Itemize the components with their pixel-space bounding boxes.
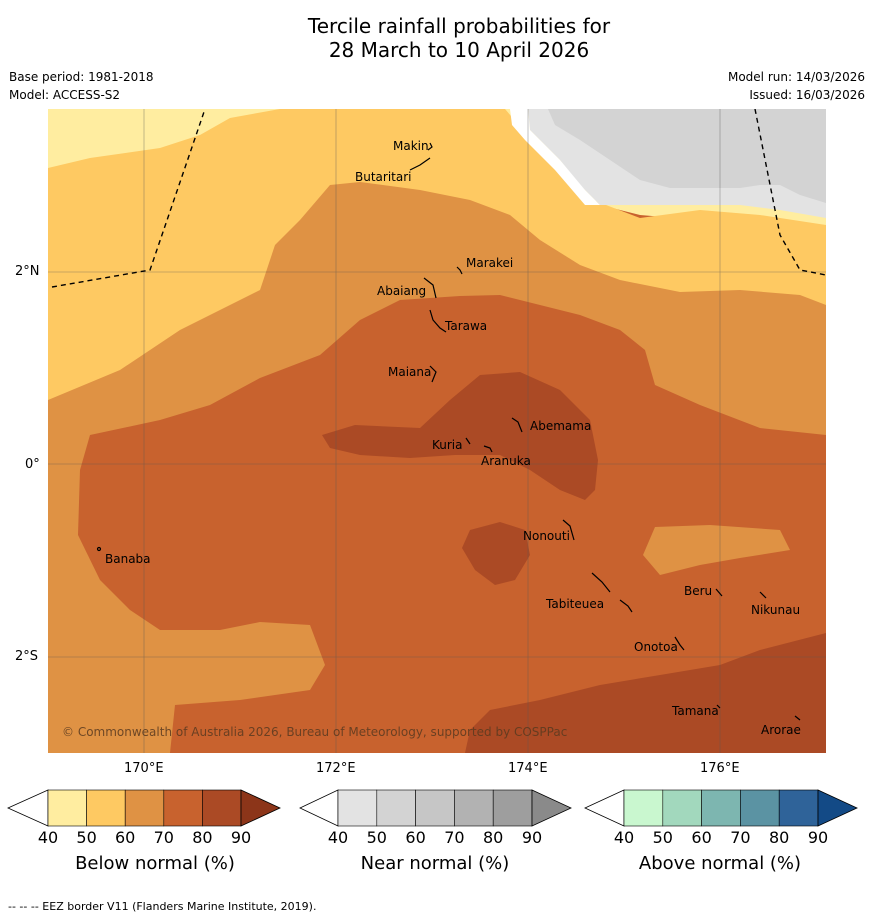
colorbar-tick-label: 80: [481, 828, 505, 847]
colorbar-tick-label: 90: [229, 828, 253, 847]
place-label: Beru: [684, 584, 712, 598]
colorbar-tick-label: 90: [520, 828, 544, 847]
colorbar-segment: [740, 790, 779, 826]
colorbar-segment: [125, 790, 164, 826]
legend-label-above: Above normal (%): [605, 853, 835, 874]
legend-label-near: Near normal (%): [320, 853, 550, 874]
colorbar-segment: [377, 790, 416, 826]
place-label: Abaiang: [377, 284, 426, 298]
colorbar-tick-label: 50: [365, 828, 389, 847]
colorbar-extend-low: [8, 790, 48, 826]
place-label: Nonouti: [523, 529, 570, 543]
colorbar-tick-label: 60: [113, 828, 137, 847]
place-label: Maiana: [388, 365, 431, 379]
colorbar-tick-label: 70: [442, 828, 466, 847]
place-label: Kuria: [432, 438, 463, 452]
colorbar-extend-high: [241, 790, 280, 826]
place-label: Nikunau: [751, 603, 800, 617]
place-label: Abemama: [530, 419, 591, 433]
colorbar-segment: [779, 790, 818, 826]
lat-label-2s: 2°S: [15, 649, 38, 664]
lon-label-174e: 174°E: [508, 761, 548, 776]
lon-label-170e: 170°E: [124, 761, 164, 776]
place-label: Butaritari: [355, 170, 412, 184]
colorbar-extend-low: [300, 790, 338, 826]
legend-label-below: Below normal (%): [40, 853, 270, 874]
lon-label-176e: 176°E: [700, 761, 740, 776]
colorbar-segment: [624, 790, 663, 826]
forecast-map: [0, 0, 873, 919]
colorbar-segment: [164, 790, 203, 826]
colorbar-extend-high: [532, 790, 571, 826]
colorbar-segment: [202, 790, 241, 826]
colorbar-segment: [48, 790, 87, 826]
colorbar-tick-label: 80: [767, 828, 791, 847]
place-label: Marakei: [466, 256, 513, 270]
colorbar-segment: [493, 790, 532, 826]
place-label: Tarawa: [445, 319, 487, 333]
colorbar-tick-label: 90: [806, 828, 830, 847]
lat-label-0: 0°: [25, 457, 40, 472]
colorbar-tick-label: 70: [728, 828, 752, 847]
place-label: Aranuka: [481, 454, 531, 468]
colorbar-tick-label: 60: [404, 828, 428, 847]
place-label: Banaba: [105, 552, 151, 566]
place-label: Arorae: [761, 723, 801, 737]
colorbar-segment: [663, 790, 702, 826]
copyright-notice: © Commonwealth of Australia 2026, Bureau…: [62, 725, 567, 739]
colorbar-segment: [87, 790, 126, 826]
colorbar-tick-label: 50: [75, 828, 99, 847]
colorbar-tick-label: 50: [651, 828, 675, 847]
colorbar-tick-label: 80: [190, 828, 214, 847]
place-label: Tamana: [672, 704, 719, 718]
colorbar-extend-high: [818, 790, 857, 826]
colorbar-tick-label: 40: [36, 828, 60, 847]
colorbar-tick-label: 40: [612, 828, 636, 847]
colorbar-segment: [338, 790, 377, 826]
place-label: Tabiteuea: [546, 597, 604, 611]
colorbar-tick-label: 40: [326, 828, 350, 847]
colorbar-tick-label: 60: [690, 828, 714, 847]
colorbar-segment: [702, 790, 741, 826]
colorbar-segment: [416, 790, 455, 826]
lat-label-2n: 2°N: [15, 264, 40, 279]
lon-label-172e: 172°E: [316, 761, 356, 776]
place-label: Makin: [393, 139, 429, 153]
colorbar-extend-low: [585, 790, 624, 826]
eez-footnote: -- -- -- EEZ border V11 (Flanders Marine…: [8, 900, 316, 913]
place-label: Onotoa: [634, 640, 678, 654]
colorbar-tick-label: 70: [152, 828, 176, 847]
colorbar-segment: [454, 790, 493, 826]
